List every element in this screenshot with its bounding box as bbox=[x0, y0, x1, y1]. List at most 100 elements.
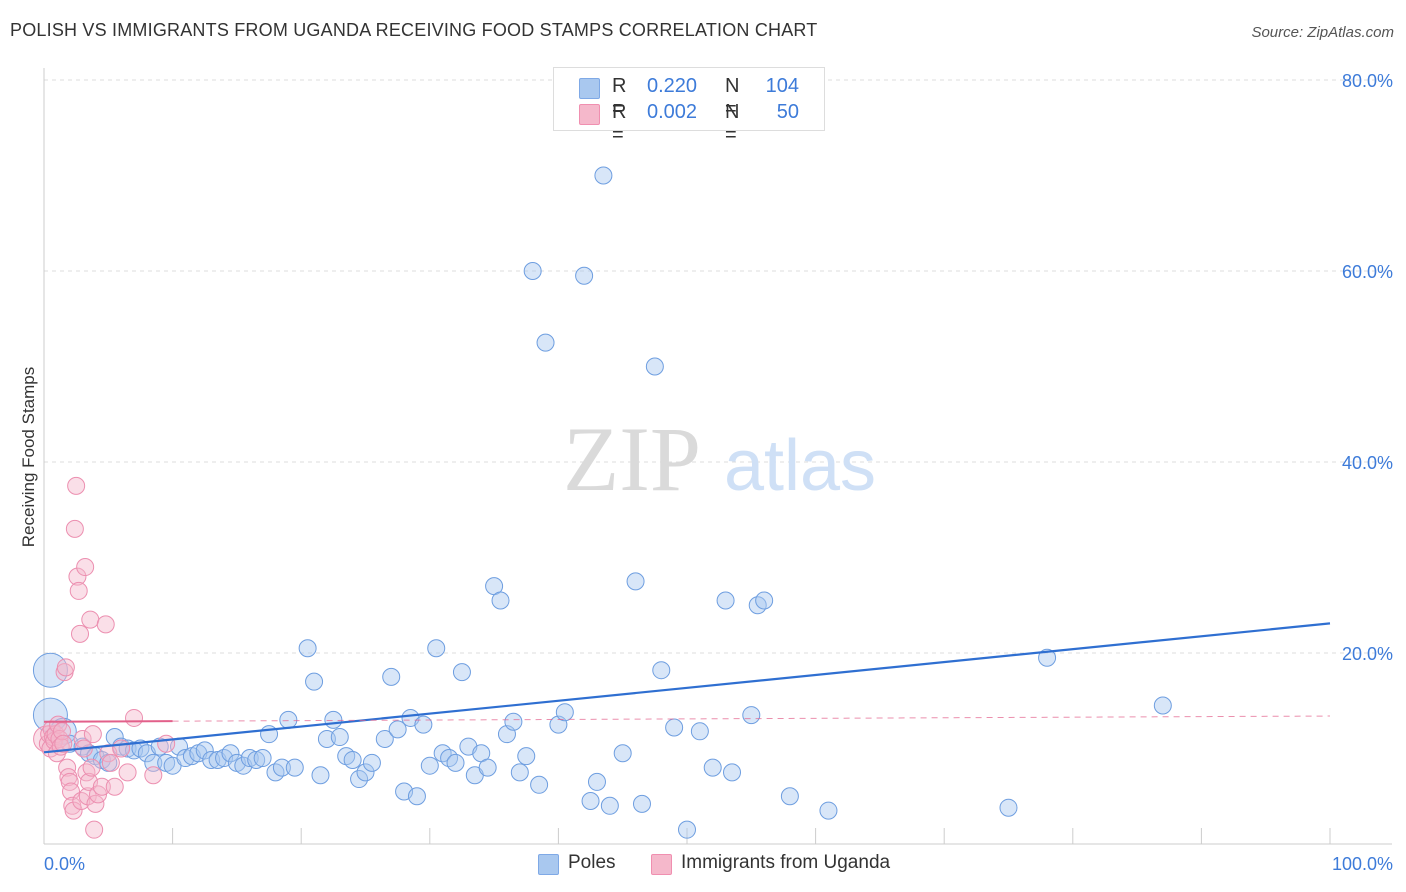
data-point bbox=[60, 772, 79, 791]
data-point bbox=[144, 753, 163, 772]
data-point bbox=[478, 758, 497, 777]
data-point bbox=[76, 558, 95, 577]
data-point bbox=[420, 756, 439, 775]
data-point bbox=[555, 703, 574, 722]
data-point bbox=[247, 750, 266, 769]
data-point bbox=[64, 801, 83, 820]
data-point bbox=[58, 758, 77, 777]
data-point bbox=[491, 591, 510, 610]
data-point bbox=[125, 708, 144, 727]
watermark: ZIP atlas bbox=[563, 408, 876, 510]
data-point bbox=[82, 758, 101, 777]
chart-title: POLISH VS IMMIGRANTS FROM UGANDA RECEIVI… bbox=[10, 20, 818, 40]
data-point bbox=[645, 357, 664, 376]
data-point bbox=[330, 728, 349, 747]
data-point bbox=[587, 772, 606, 791]
data-point bbox=[594, 166, 613, 185]
data-point bbox=[92, 777, 111, 796]
watermark-atlas: atlas bbox=[724, 426, 876, 506]
data-point bbox=[414, 715, 433, 734]
data-point bbox=[510, 763, 529, 782]
y-tick-label: 40.0% bbox=[1342, 453, 1393, 473]
data-point bbox=[144, 766, 163, 785]
data-point bbox=[536, 333, 555, 352]
correlation-legend: R = 0.220 N = 104 R = 0.002 N = 50 bbox=[553, 67, 825, 146]
data-point bbox=[819, 801, 838, 820]
trend-lines bbox=[43, 622, 1331, 754]
data-point bbox=[350, 770, 369, 789]
data-point bbox=[716, 591, 735, 610]
axes bbox=[43, 68, 1392, 845]
data-point bbox=[581, 792, 600, 811]
data-point bbox=[272, 758, 291, 777]
trend-line-poles bbox=[43, 622, 1331, 754]
data-point bbox=[65, 519, 84, 538]
data-point bbox=[780, 787, 799, 806]
data-point bbox=[530, 775, 549, 794]
data-point bbox=[240, 749, 259, 768]
legend-r-value: 0.220 bbox=[647, 75, 698, 97]
data-point bbox=[85, 820, 104, 839]
data-point bbox=[105, 777, 124, 796]
data-point bbox=[446, 753, 465, 772]
watermark-zip: ZIP bbox=[563, 408, 701, 510]
data-point bbox=[71, 624, 90, 643]
legend-label-uganda[interactable]: Immigrants from Uganda bbox=[681, 852, 891, 873]
data-point bbox=[221, 744, 240, 763]
data-point bbox=[703, 758, 722, 777]
trend-line-uganda bbox=[43, 720, 173, 723]
data-point bbox=[112, 739, 131, 758]
x-tick-label: 0.0% bbox=[44, 854, 85, 874]
data-point bbox=[343, 750, 362, 769]
legend-swatch-uganda bbox=[579, 104, 600, 125]
data-point bbox=[362, 753, 381, 772]
data-point bbox=[96, 615, 115, 634]
data-point bbox=[723, 763, 742, 782]
data-point bbox=[67, 476, 86, 495]
tick-labels: 20.0% 40.0% 60.0% 80.0% 0.0% 100.0% bbox=[44, 71, 1393, 874]
data-point bbox=[999, 798, 1018, 817]
y-axis-label: Receiving Food Stamps bbox=[19, 366, 38, 548]
legend-swatch-uganda[interactable] bbox=[651, 854, 672, 875]
data-point bbox=[118, 763, 137, 782]
scatter-points bbox=[32, 166, 1172, 839]
series-legend: Poles Immigrants from Uganda bbox=[0, 852, 1406, 878]
data-point bbox=[626, 572, 645, 591]
data-point bbox=[1153, 696, 1172, 715]
data-point bbox=[101, 753, 120, 772]
data-point bbox=[665, 718, 684, 737]
data-point bbox=[68, 567, 87, 586]
legend-swatch-poles[interactable] bbox=[538, 854, 559, 875]
trend-line-uganda-dashed bbox=[172, 715, 1331, 722]
legend-label-poles[interactable]: Poles bbox=[568, 852, 616, 873]
data-point bbox=[195, 741, 214, 760]
legend-r-value: 0.002 bbox=[647, 101, 698, 123]
grid-lines bbox=[44, 79, 1392, 654]
y-tick-label: 60.0% bbox=[1342, 262, 1393, 282]
data-point bbox=[1038, 648, 1057, 667]
source-label: Source: ZipAtlas.com bbox=[1251, 24, 1394, 41]
data-point bbox=[305, 672, 324, 691]
x-tick-label: 100.0% bbox=[1332, 854, 1393, 874]
data-point bbox=[427, 639, 446, 658]
data-point bbox=[69, 581, 88, 600]
legend-n-label: N = bbox=[725, 75, 740, 120]
legend-r-label: R = bbox=[612, 75, 627, 120]
data-point bbox=[652, 661, 671, 680]
data-point bbox=[575, 266, 594, 285]
data-point bbox=[81, 610, 100, 629]
data-point bbox=[356, 763, 375, 782]
data-point bbox=[517, 747, 536, 766]
data-point bbox=[504, 712, 523, 731]
legend-n-value: 104 bbox=[765, 75, 799, 97]
data-point bbox=[311, 766, 330, 785]
data-point bbox=[298, 639, 317, 658]
data-point bbox=[388, 720, 407, 739]
data-point bbox=[157, 734, 176, 753]
data-point bbox=[452, 663, 471, 682]
data-point bbox=[56, 658, 75, 677]
data-point bbox=[285, 758, 304, 777]
legend-n-value: 50 bbox=[776, 101, 799, 123]
legend-r-label: R = bbox=[612, 101, 627, 146]
